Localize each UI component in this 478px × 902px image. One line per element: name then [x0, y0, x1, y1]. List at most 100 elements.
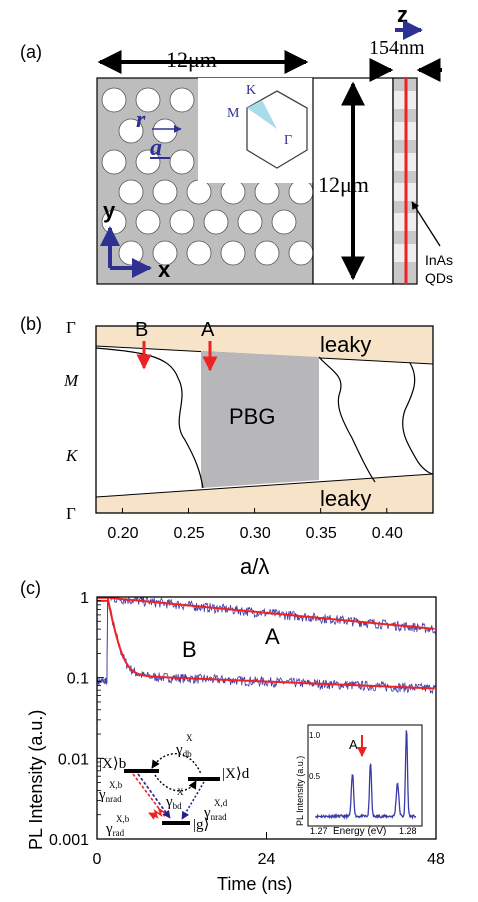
transition-bd [154, 774, 197, 792]
panel-c-label: (c) [20, 578, 41, 598]
bz-point-Gamma: Γ [284, 133, 292, 148]
leaky-region-top [96, 326, 433, 364]
air-hole [220, 240, 246, 266]
gamma-bd: γbd [165, 794, 182, 811]
inset-frame [307, 724, 423, 827]
gamma-bd-sup: X [177, 787, 184, 797]
air-hole [118, 179, 144, 205]
air-hole [118, 118, 144, 144]
x-tick-label: 0.25 [174, 525, 205, 542]
leaky-label-bottom: leaky [320, 486, 371, 511]
z-axis-label: z [397, 2, 408, 27]
irreducible-wedge [247, 100, 277, 129]
air-hole [101, 87, 127, 113]
level-scheme: |X⟩b |X⟩d |g⟩ γdb X γbd X γnrad X,b γrad… [98, 733, 250, 838]
air-hole [101, 149, 127, 175]
qd-label-line1: InAs [425, 252, 453, 268]
x-tick-label: 0 [93, 851, 102, 868]
lattice-constant-label: a [150, 135, 162, 161]
gamma-rad-b: γrad [105, 821, 125, 838]
y-tick-label: 1 [80, 590, 89, 607]
brillouin-zone-inset [198, 78, 313, 183]
panel-c-x-label: Time (ns) [217, 874, 292, 894]
x-axis-label: x [158, 257, 171, 282]
y-tick-Gamma-bottom: Γ [66, 504, 76, 523]
label-g: |g⟩ [193, 817, 209, 833]
height-dimension-label: 12μm [318, 172, 369, 197]
x-tick-label: 48 [427, 851, 445, 868]
x-tick-label: 0.40 [372, 525, 403, 542]
radius-vector-label: r [136, 107, 146, 133]
air-hole [288, 240, 314, 266]
air-hole [186, 179, 212, 205]
air-hole [271, 209, 297, 235]
bz-point-K: K [246, 83, 256, 98]
band-curve-upper [318, 356, 376, 483]
decay-fit-B [97, 599, 435, 690]
y-tick-label: 0.01 [58, 751, 89, 768]
decay-fit-A [97, 597, 435, 630]
air-hole [254, 179, 280, 205]
x-tick-label: 24 [258, 851, 276, 868]
air-hole [152, 179, 178, 205]
spectrum-inset: A PL Intensity (a.u.) 0.5 1.0 1.27 1.28 … [295, 724, 423, 837]
thickness-label: 154nm [369, 37, 425, 59]
gamma-db: γdb [175, 742, 192, 759]
inset-y-label: PL Intensity (a.u.) [295, 756, 305, 826]
inset-x-label: Energy (eV) [333, 826, 386, 837]
inset-y-tick-1.0: 1.0 [309, 731, 321, 740]
panel-b-y-ticks: Γ M K Γ [63, 318, 79, 523]
air-hole [203, 209, 229, 235]
spectrum-line [315, 730, 417, 821]
gamma-rad-b-sup: X,b [116, 814, 130, 824]
leaky-region-bottom [96, 474, 433, 513]
panel-b-frame [95, 325, 434, 514]
air-hole [135, 149, 161, 175]
air-hole [169, 149, 195, 175]
gamma-nrad-b: γnrad [98, 787, 122, 804]
air-hole [186, 240, 212, 266]
x-tick-label: 0.20 [107, 525, 138, 542]
air-hole [169, 209, 195, 235]
panel-b-x-ticks: 0.20 0.25 0.30 0.35 0.40 [107, 508, 403, 542]
air-hole [237, 209, 263, 235]
panel-a: (a) 12μm K M Γ r a y x 12μm [20, 2, 453, 286]
curve-B-label: B [182, 637, 197, 662]
y-tick-Gamma-top: Γ [66, 318, 76, 337]
x-tick-label: 0.35 [306, 525, 337, 542]
panel-b: (b) PBG leaky leaky B A Γ M K Γ 0.20 0.25… [20, 314, 434, 579]
pbg-label: PBG [229, 404, 275, 429]
inset-x-tick-1.28: 1.28 [399, 826, 417, 836]
band-curve-lower [96, 347, 204, 489]
label-Xd: |X⟩d [222, 766, 250, 782]
hole-lattice [101, 87, 314, 266]
mode-A-label: A [201, 319, 215, 341]
air-hole [135, 209, 161, 235]
qd-pointer-arrow [411, 201, 441, 247]
label-Xb: |X⟩b [99, 756, 126, 772]
air-hole [254, 240, 280, 266]
leaky-label-top: leaky [320, 332, 371, 357]
width-dimension-label: 12μm [166, 47, 217, 72]
panel-b-label: (b) [20, 314, 42, 334]
gamma-db-sup: X [186, 733, 193, 743]
gamma-nrad-d-sup: X,d [214, 798, 228, 808]
inset-x-tick-1.27: 1.27 [310, 826, 328, 836]
gamma-nrad-d: γnrad [203, 805, 227, 822]
y-axis-label: y [103, 198, 116, 223]
panel-b-x-label: a/λ [240, 554, 269, 579]
mode-B-label: B [135, 319, 148, 341]
air-hole [152, 240, 178, 266]
curve-A-label: A [265, 624, 280, 649]
gamma-nrad-b-sup: X,b [109, 780, 123, 790]
y-tick-label: 0.001 [49, 832, 89, 849]
air-hole [169, 87, 195, 113]
air-hole [118, 240, 144, 266]
band-curve-third [402, 362, 433, 475]
qd-label-line2: QDs [425, 270, 453, 286]
air-hole [288, 179, 314, 205]
bz-point-M: M [227, 106, 240, 121]
